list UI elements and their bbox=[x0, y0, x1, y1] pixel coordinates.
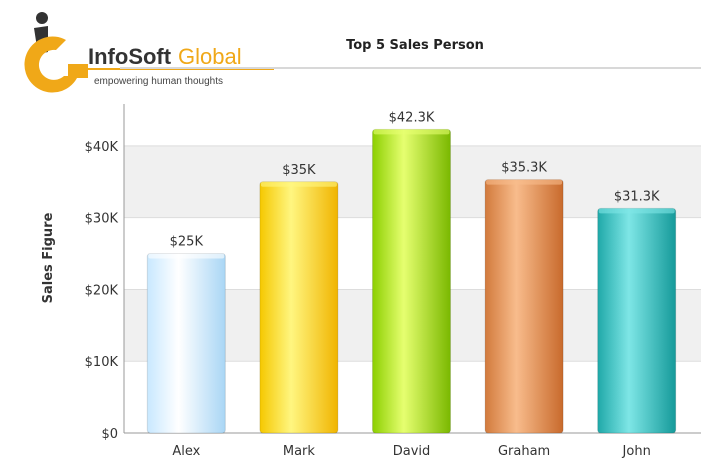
y-axis-label: Sales Figure bbox=[41, 212, 56, 303]
data-label-david: $42.3K bbox=[389, 110, 435, 125]
y-tick-label: $20K bbox=[85, 283, 119, 298]
logo-person-head bbox=[36, 12, 48, 24]
bar-cap bbox=[148, 253, 225, 259]
data-label-alex: $25K bbox=[170, 235, 204, 250]
x-tick-label-alex: Alex bbox=[172, 444, 200, 459]
bar-mark bbox=[259, 181, 339, 434]
x-tick-label-david: David bbox=[393, 444, 431, 459]
bar-john bbox=[597, 207, 677, 434]
logo-brand-infosoft: InfoSoft bbox=[88, 44, 172, 69]
x-tick-label-graham: Graham bbox=[498, 444, 550, 459]
y-tick-label: $10K bbox=[85, 355, 119, 370]
x-tick-label-mark: Mark bbox=[283, 444, 316, 459]
logo-brand-global: Global bbox=[178, 44, 242, 69]
x-tick-label-john: John bbox=[622, 444, 651, 459]
bar-cap bbox=[486, 179, 563, 185]
bar-cap bbox=[373, 129, 450, 135]
bar-cap bbox=[598, 208, 675, 214]
x-tick-labels: Alex Mark David Graham John bbox=[172, 444, 651, 459]
logo-swoosh-arm bbox=[68, 64, 88, 78]
bar-alex bbox=[146, 253, 226, 434]
bar-david bbox=[372, 128, 451, 434]
bars bbox=[146, 128, 677, 434]
logo-tagline: empowering human thoughts bbox=[94, 76, 223, 87]
data-label-john: $31.3K bbox=[614, 189, 660, 204]
chart-title: Top 5 Sales Person bbox=[346, 38, 484, 53]
data-labels: $25K $35K $42.3K $35.3K $31.3K bbox=[170, 110, 660, 249]
bar-graham bbox=[484, 179, 564, 434]
data-label-mark: $35K bbox=[282, 163, 316, 178]
y-tick-label: $40K bbox=[85, 140, 119, 155]
y-tick-label: $30K bbox=[85, 212, 119, 227]
logo-swoosh bbox=[24, 36, 79, 93]
y-tick-labels: $0 $10K $20K $30K $40K bbox=[85, 140, 119, 442]
bar-cap bbox=[260, 181, 337, 187]
y-tick-label: $0 bbox=[101, 427, 118, 442]
data-label-graham: $35.3K bbox=[501, 161, 547, 176]
